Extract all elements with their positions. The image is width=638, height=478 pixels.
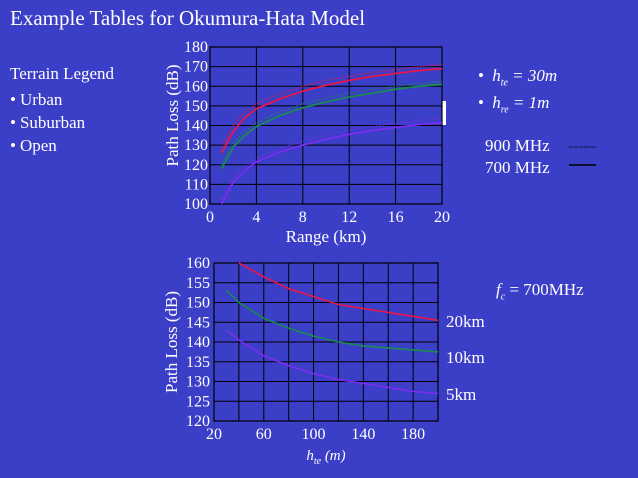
x-tick-label: 100: [302, 426, 326, 443]
param-subscript: te: [500, 77, 508, 89]
page-title: Example Tables for Okumura-Hata Model: [10, 6, 366, 30]
param-hte: • hte = 30m: [478, 66, 557, 88]
fc-note: fc = 700MHz: [496, 280, 584, 302]
y-tick-label: 110: [185, 176, 208, 193]
x-tick-label: 12: [341, 209, 357, 226]
x-axis-label: Range (km): [286, 227, 367, 246]
series-line-suburban-900mhz: [221, 80, 443, 166]
distance-label-20km: 20km: [446, 312, 485, 331]
param-subscript: re: [500, 104, 509, 116]
param-symbol: h: [492, 66, 501, 85]
bullet-icon: •: [10, 113, 16, 132]
bullet-icon: •: [10, 136, 16, 155]
terrain-legend-title: Terrain Legend: [10, 64, 115, 83]
x-tick-label: 0: [206, 209, 214, 226]
y-tick-label: 150: [184, 98, 208, 115]
y-tick-label: 135: [186, 354, 210, 371]
bullet-icon: •: [478, 66, 484, 85]
y-tick-label: 140: [184, 118, 208, 135]
legend-label: Open: [19, 136, 57, 155]
x-tick-label: 180: [401, 426, 425, 443]
series-line-5km: [225, 329, 439, 395]
y-axis-label: Path Loss (dB): [162, 291, 181, 393]
marker-bar: [440, 101, 446, 125]
bullet-icon: •: [478, 93, 484, 112]
x-tick-label: 60: [256, 426, 272, 443]
x-tick-label: 140: [351, 426, 375, 443]
series-line-10km: [225, 290, 439, 353]
y-tick-label: 130: [186, 374, 210, 391]
y-tick-label: 160: [184, 78, 208, 95]
x-axis-label: hte (m): [306, 448, 345, 467]
series-line-suburban-700mhz: [220, 83, 443, 170]
y-tick-label: 150: [186, 295, 210, 312]
series-line-urban-700mhz: [220, 67, 443, 154]
legend-label: Urban: [19, 90, 63, 109]
y-tick-label: 120: [186, 413, 210, 430]
param-symbol: h: [492, 93, 501, 112]
y-tick-label: 125: [186, 393, 210, 410]
param-hre: • hre = 1m: [478, 93, 549, 115]
legend-label: Suburban: [19, 113, 86, 132]
fc-symbol: f: [496, 280, 501, 299]
y-tick-label: 100: [184, 196, 208, 213]
series-line-urban-900mhz: [221, 64, 443, 148]
y-tick-label: 140: [186, 334, 210, 351]
legend-item-urban: • Urban: [10, 90, 62, 110]
x-tick-label: 8: [299, 209, 307, 226]
y-tick-label: 145: [186, 314, 210, 331]
y-tick-label: 130: [184, 137, 208, 154]
x-tick-label: 4: [252, 209, 260, 226]
series-line-open-700mhz: [220, 121, 443, 205]
x-tick-label: 20: [434, 209, 450, 226]
param-value: = 30m: [507, 66, 558, 85]
x-tick-label: 16: [388, 209, 404, 226]
y-tick-label: 120: [184, 157, 208, 174]
bullet-icon: •: [10, 90, 16, 109]
x-tick-label: 20: [206, 426, 222, 443]
fc-subscript: c: [500, 291, 506, 303]
distance-label-10km: 10km: [446, 348, 485, 367]
param-value: = 1m: [508, 93, 550, 112]
y-tick-label: 180: [184, 39, 208, 56]
y-tick-label: 155: [186, 275, 210, 292]
freq-legend-900: 900 MHz: [485, 136, 550, 155]
distance-label-5km: 5km: [446, 385, 477, 404]
y-tick-label: 160: [186, 255, 210, 272]
freq-legend-700: 700 MHz: [485, 158, 550, 177]
legend-item-open: • Open: [10, 136, 57, 156]
y-axis-label: Path Loss (dB): [163, 65, 182, 167]
y-tick-label: 170: [184, 59, 208, 76]
legend-item-suburban: • Suburban: [10, 113, 85, 133]
fc-value: = 700MHz: [505, 280, 584, 299]
series-line-20km: [238, 262, 439, 322]
